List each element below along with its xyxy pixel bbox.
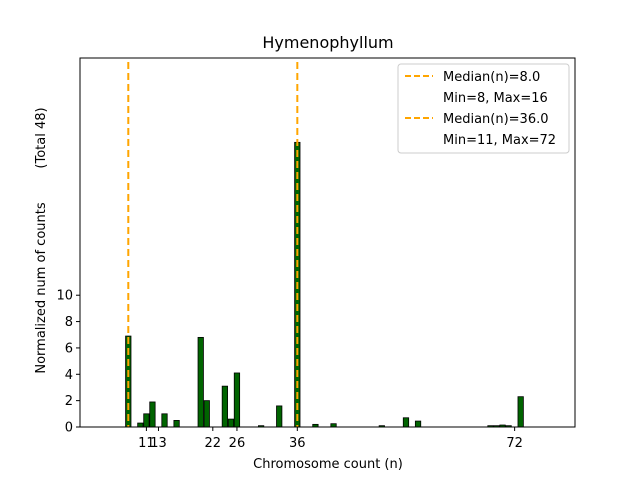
x-tick-label: 11	[138, 436, 155, 451]
chart-title: Hymenophyllum	[262, 33, 393, 52]
bar-n-16	[173, 420, 180, 428]
legend-median-1-label: Median(n)=8.0	[443, 70, 540, 85]
plot-frame	[79, 57, 576, 428]
bar-n-73	[517, 396, 524, 428]
bar-n-11	[143, 413, 150, 428]
legend-box	[397, 63, 570, 154]
x-axis-label: Chromosome count (n)	[253, 457, 403, 472]
x-tick-label: 36	[289, 436, 306, 451]
legend-median-1-range: Min=8, Max=16	[443, 91, 548, 106]
y-tick-label: 2	[65, 394, 73, 409]
bar-n-33	[276, 405, 283, 428]
legend: Median(n)=8.0 Min=8, Max=16 Median(n)=36…	[397, 63, 570, 154]
bar-n-56	[414, 420, 422, 428]
y-tick-label: 6	[65, 341, 73, 356]
bar-n-54	[402, 417, 410, 428]
bar-n-14	[161, 413, 168, 428]
y-tick-label: 0	[65, 421, 73, 436]
y-tick-label: 10	[56, 289, 73, 304]
bar-n-25	[227, 418, 235, 428]
y-tick-label: 8	[65, 315, 73, 330]
y-axis-ticks: 0 2 4 6 8 10	[56, 289, 80, 436]
bar-n-26	[233, 372, 241, 428]
y-tick-label: 4	[65, 368, 73, 383]
bar-n-10	[137, 422, 144, 428]
legend-median-2-range: Min=11, Max=72	[443, 133, 556, 148]
bar-n-21	[203, 400, 210, 428]
bar-n-12	[149, 401, 156, 428]
median-layer	[127, 62, 299, 427]
y-axis-total-label: (Total 48)	[34, 107, 49, 168]
legend-median-2-label: Median(n)=36.0	[443, 112, 549, 127]
y-axis-label: Normalized num of counts	[34, 202, 49, 373]
bar-n-20	[197, 336, 204, 428]
x-tick-label: 26	[229, 436, 246, 451]
x-tick-label: 13	[150, 436, 167, 451]
x-tick-label: 22	[205, 436, 222, 451]
x-tick-label: 72	[506, 436, 523, 451]
bar-n-24	[221, 385, 228, 428]
